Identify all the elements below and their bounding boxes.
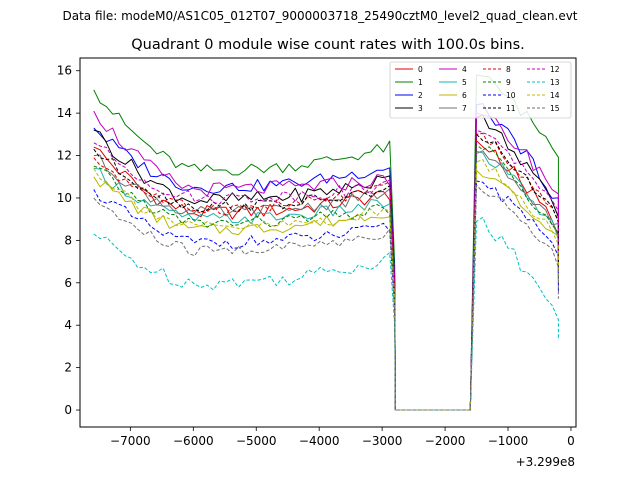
series-line-13 <box>93 216 559 411</box>
series-line-3 <box>93 114 559 411</box>
x-tick-label: −4000 <box>299 434 340 448</box>
series-line-12 <box>93 129 559 411</box>
legend-label-11: 11 <box>506 104 516 113</box>
y-tick-label: 8 <box>64 233 72 247</box>
chart-title: Quadrant 0 module wise count rates with … <box>131 37 525 53</box>
legend-label-15: 15 <box>550 104 560 113</box>
y-tick-label: 2 <box>64 361 72 375</box>
y-tick-label: 6 <box>64 276 72 290</box>
x-tick-label: −5000 <box>236 434 277 448</box>
x-tick-label: 0 <box>567 434 575 448</box>
series-line-14 <box>93 159 559 411</box>
x-tick-label: −1000 <box>488 434 529 448</box>
series-line-2 <box>93 103 559 411</box>
legend-label-8: 8 <box>506 65 511 74</box>
x-tick-label: −3000 <box>362 434 403 448</box>
legend-label-2: 2 <box>418 91 423 100</box>
y-tick-label: 12 <box>57 149 72 163</box>
legend-label-1: 1 <box>418 78 423 87</box>
y-tick-label: 16 <box>57 64 72 78</box>
legend-label-6: 6 <box>462 91 467 100</box>
y-tick-label: 4 <box>64 318 72 332</box>
figure-suptitle: Data file: modeM0/AS1C05_012T07_90000037… <box>62 9 577 23</box>
series-line-11 <box>93 133 559 411</box>
x-tick-label: −7000 <box>110 434 151 448</box>
x-axis: −7000 −6000 −5000 −4000 −3000 −2000 −1000 0 <box>110 427 575 448</box>
legend-label-0: 0 <box>418 65 423 74</box>
legend-label-3: 3 <box>418 104 423 113</box>
x-offset-label: +3.299e8 <box>516 455 575 469</box>
legend-label-13: 13 <box>550 78 560 87</box>
legend-label-14: 14 <box>550 91 560 100</box>
series-line-7 <box>93 150 559 411</box>
x-tick-label: −2000 <box>425 434 466 448</box>
y-axis: 0 2 4 6 8 10 12 14 16 <box>57 64 80 417</box>
series-layer <box>93 74 559 411</box>
legend-label-7: 7 <box>462 104 467 113</box>
y-tick-label: 10 <box>57 191 72 205</box>
series-line-15 <box>93 184 559 411</box>
series-line-10 <box>93 180 559 411</box>
x-tick-label: −6000 <box>173 434 214 448</box>
legend-box <box>389 61 572 119</box>
plot-frame <box>79 57 577 428</box>
legend-label-12: 12 <box>550 65 560 74</box>
series-line-6 <box>93 169 559 411</box>
y-tick-label: 14 <box>57 106 72 120</box>
legend-label-5: 5 <box>462 78 467 87</box>
legend-label-10: 10 <box>506 91 516 100</box>
legend-label-4: 4 <box>462 65 467 74</box>
series-line-9 <box>93 144 559 411</box>
y-tick-label: 0 <box>64 403 72 417</box>
legend-label-9: 9 <box>506 78 511 87</box>
